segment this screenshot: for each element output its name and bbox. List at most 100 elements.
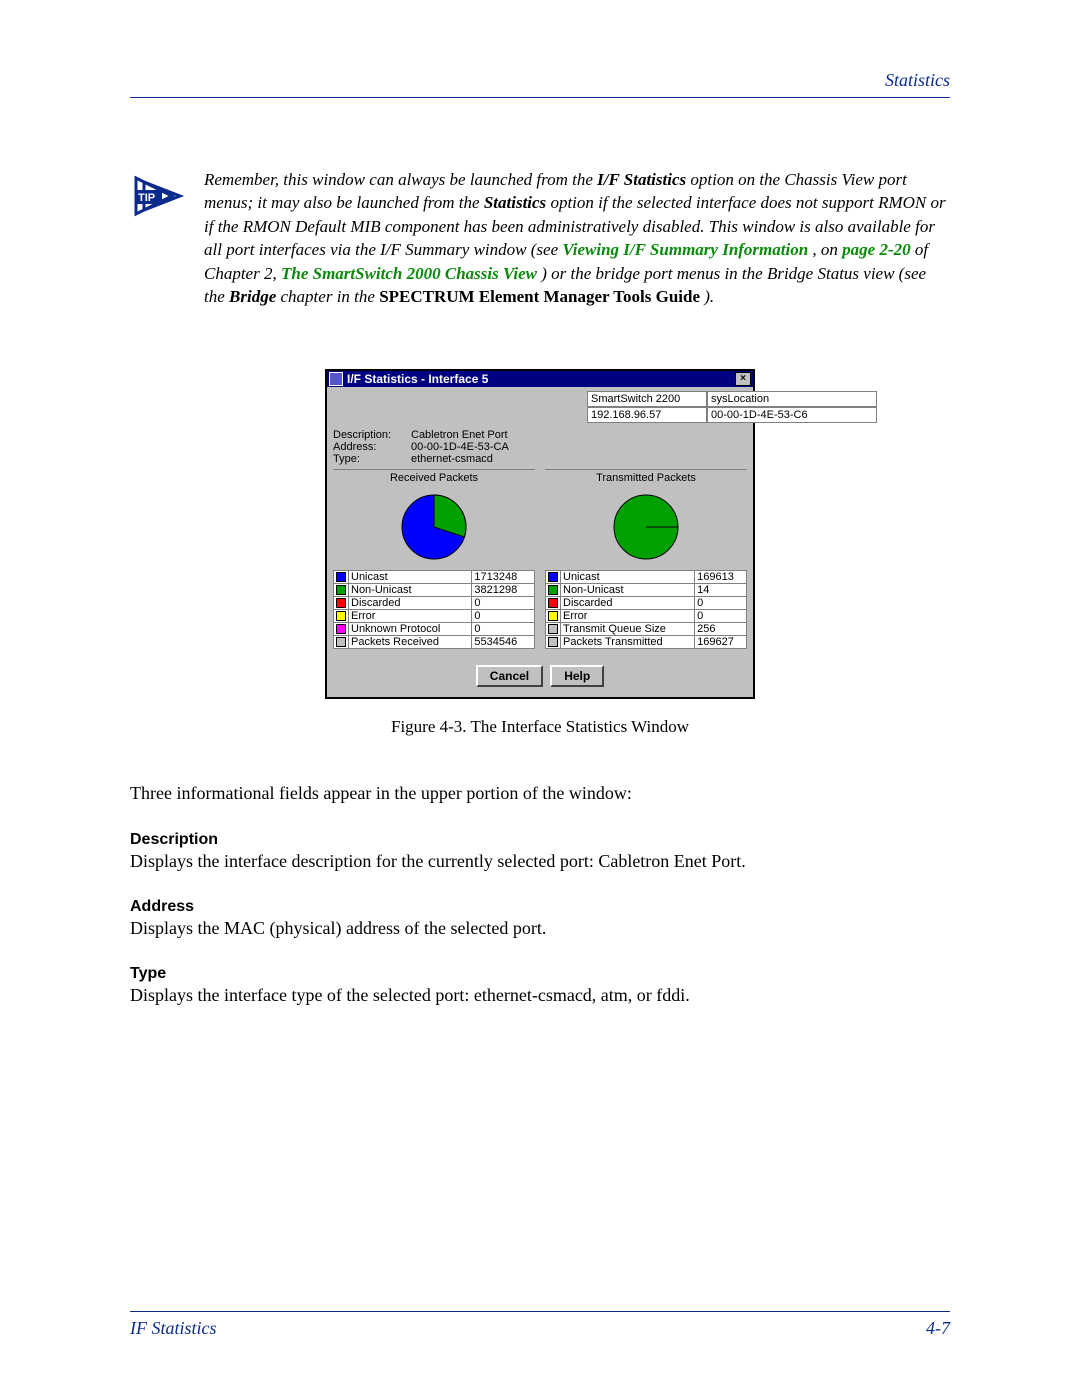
received-table: Unicast1713248Non-Unicast3821298Discarde… [333, 570, 535, 649]
tip-t1: Remember, this window can always be laun… [204, 170, 597, 189]
received-label: Unicast [349, 570, 472, 583]
section-address-heading: Address [130, 898, 950, 916]
window-frame: I/F Statistics - Interface 5 × SmartSwit… [325, 369, 755, 699]
section-type-body: Displays the interface type of the selec… [130, 985, 950, 1006]
received-title: Received Packets [333, 470, 535, 488]
intro-text: Three informational fields appear in the… [130, 781, 950, 805]
transmitted-value: 256 [695, 622, 747, 635]
close-icon[interactable]: × [735, 372, 751, 386]
received-row: Unknown Protocol0 [334, 622, 535, 635]
system-menu-icon[interactable] [329, 372, 343, 386]
hdr-r2c1: 192.168.96.57 [587, 407, 707, 423]
footer-right: 4-7 [926, 1318, 950, 1339]
color-swatch [336, 572, 346, 582]
received-row: Packets Received5534546 [334, 635, 535, 648]
received-row: Error0 [334, 609, 535, 622]
section-type-heading: Type [130, 965, 950, 983]
transmitted-title: Transmitted Packets [545, 470, 747, 488]
tip-icon: TIP [130, 168, 190, 309]
color-swatch [336, 624, 346, 634]
transmitted-label: Error [561, 609, 695, 622]
transmitted-label: Discarded [561, 596, 695, 609]
color-swatch [548, 624, 558, 634]
received-value: 5534546 [472, 635, 535, 648]
color-swatch [548, 598, 558, 608]
help-button[interactable]: Help [550, 665, 604, 687]
color-swatch [548, 611, 558, 621]
color-swatch [336, 611, 346, 621]
page-footer: IF Statistics 4-7 [130, 1311, 950, 1339]
received-label: Non-Unicast [349, 583, 472, 596]
color-swatch [336, 598, 346, 608]
color-swatch [548, 572, 558, 582]
page-header: Statistics [130, 70, 950, 98]
figure-caption: Figure 4-3. The Interface Statistics Win… [130, 717, 950, 737]
received-value: 0 [472, 622, 535, 635]
cancel-button[interactable]: Cancel [476, 665, 543, 687]
received-value: 3821298 [472, 583, 535, 596]
transmitted-label: Unicast [561, 570, 695, 583]
section-address-body: Displays the MAC (physical) address of t… [130, 918, 950, 939]
hdr-r2c2: 00-00-1D-4E-53-C6 [707, 407, 877, 423]
color-swatch [336, 585, 346, 595]
transmitted-row: Packets Transmitted169627 [546, 635, 747, 648]
transmitted-row: Transmit Queue Size256 [546, 622, 747, 635]
transmitted-value: 169613 [695, 570, 747, 583]
received-row: Unicast1713248 [334, 570, 535, 583]
desc-value: Cabletron Enet Port [411, 429, 508, 441]
tip-link1[interactable]: Viewing I/F Summary Information [562, 240, 808, 259]
tip-b4: SPECTRUM Element Manager Tools Guide [379, 287, 700, 306]
received-value: 0 [472, 596, 535, 609]
transmitted-label: Non-Unicast [561, 583, 695, 596]
svg-text:TIP: TIP [138, 192, 155, 204]
header-grid: SmartSwitch 2200 sysLocation 192.168.96.… [457, 391, 753, 423]
addr-value: 00-00-1D-4E-53-CA [411, 441, 509, 453]
color-swatch [336, 637, 346, 647]
tip-t4: , on [812, 240, 842, 259]
tip-b2: Statistics [484, 193, 546, 212]
tip-block: TIP Remember, this window can always be … [130, 168, 950, 309]
window-title: I/F Statistics - Interface 5 [347, 372, 735, 386]
received-value: 0 [472, 609, 535, 622]
transmitted-value: 14 [695, 583, 747, 596]
tip-link2[interactable]: page 2-20 [842, 240, 910, 259]
received-label: Unknown Protocol [349, 622, 472, 635]
transmitted-value: 0 [695, 609, 747, 622]
transmitted-value: 0 [695, 596, 747, 609]
received-row: Non-Unicast3821298 [334, 583, 535, 596]
tip-t7: chapter in the [281, 287, 380, 306]
addr-label: Address: [333, 441, 411, 453]
color-swatch [548, 637, 558, 647]
color-swatch [548, 585, 558, 595]
section-description-heading: Description [130, 831, 950, 849]
received-row: Discarded0 [334, 596, 535, 609]
transmitted-row: Discarded0 [546, 596, 747, 609]
titlebar: I/F Statistics - Interface 5 × [327, 371, 753, 387]
footer-left: IF Statistics [130, 1318, 217, 1339]
received-panel: Received Packets Unicast1713248Non-Unica… [333, 469, 535, 649]
tip-t8: ). [704, 287, 714, 306]
section-description-body: Displays the interface description for t… [130, 851, 950, 872]
tip-b3: Bridge [229, 287, 276, 306]
type-value: ethernet-csmacd [411, 453, 493, 465]
received-value: 1713248 [472, 570, 535, 583]
transmitted-table: Unicast169613Non-Unicast14Discarded0Erro… [545, 570, 747, 649]
received-label: Packets Received [349, 635, 472, 648]
transmitted-pie-chart [601, 492, 691, 562]
transmitted-label: Packets Transmitted [561, 635, 695, 648]
transmitted-row: Error0 [546, 609, 747, 622]
transmitted-row: Non-Unicast14 [546, 583, 747, 596]
tip-link3[interactable]: The SmartSwitch 2000 Chassis View [281, 264, 537, 283]
tip-b1: I/F Statistics [597, 170, 686, 189]
received-pie-chart [389, 492, 479, 562]
transmitted-panel: Transmitted Packets Unicast169613Non-Uni… [545, 469, 747, 649]
details-block: Description:Cabletron Enet Port Address:… [327, 427, 753, 469]
transmitted-label: Transmit Queue Size [561, 622, 695, 635]
transmitted-value: 169627 [695, 635, 747, 648]
received-label: Error [349, 609, 472, 622]
tip-text: Remember, this window can always be laun… [204, 168, 950, 309]
hdr-r1c1: SmartSwitch 2200 [587, 391, 707, 407]
transmitted-row: Unicast169613 [546, 570, 747, 583]
desc-label: Description: [333, 429, 411, 441]
received-label: Discarded [349, 596, 472, 609]
